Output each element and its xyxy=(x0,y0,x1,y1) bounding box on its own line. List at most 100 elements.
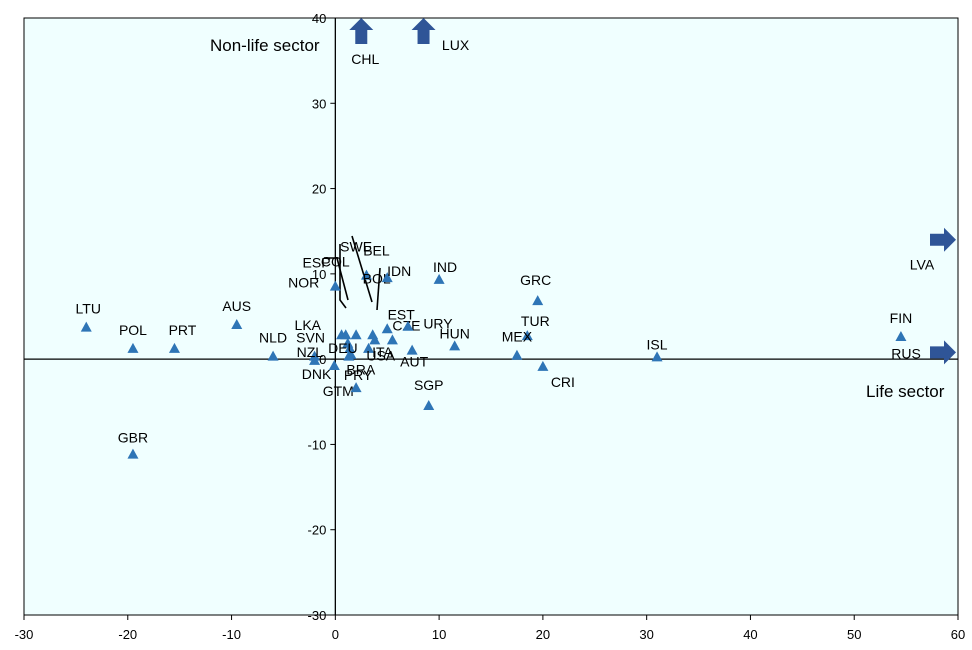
data-point-gbr xyxy=(127,448,139,459)
point-label-mex: MEX xyxy=(502,329,533,345)
y-tick-label: -20 xyxy=(308,523,327,538)
point-label-gtm: GTM xyxy=(323,383,354,399)
point-label-col: COL xyxy=(321,254,350,270)
point-label-gbr: GBR xyxy=(118,430,148,446)
leader-line xyxy=(324,257,349,301)
x-tick-label: 0 xyxy=(332,627,339,642)
point-label-cri: CRI xyxy=(551,374,575,390)
ticks: -30 -20 -10 0 10 20 30 40 50 60 40 30 20 10 0 -10 -20 -30 xyxy=(15,11,966,642)
point-label-esp: ESP xyxy=(303,254,331,270)
y-tick-label: 20 xyxy=(312,182,326,197)
data-point-nzl xyxy=(344,342,356,353)
y-axis-title: Non-life sector xyxy=(210,36,320,55)
y-tick-label: -10 xyxy=(308,437,327,452)
data-point-pol xyxy=(127,342,139,353)
off-scale-label-lux: LUX xyxy=(442,37,470,53)
x-tick-label: -20 xyxy=(118,627,137,642)
off-scale-arrow-rus xyxy=(930,340,956,365)
point-label-ltu: LTU xyxy=(76,301,101,317)
point-label-ita: ITA xyxy=(372,344,393,360)
data-point-cri xyxy=(537,360,549,371)
x-tick-label: 10 xyxy=(432,627,446,642)
data-point-isl xyxy=(651,351,663,362)
data-point-cze xyxy=(386,334,398,345)
data-point-aut xyxy=(406,344,418,355)
point-label-nld: NLD xyxy=(259,330,287,346)
off-scale-arrow-lva xyxy=(930,227,956,252)
point-label-fin: FIN xyxy=(890,310,913,326)
y-tick-label: 30 xyxy=(312,96,326,111)
data-point-grc xyxy=(532,295,544,306)
x-tick-label: 40 xyxy=(743,627,757,642)
data-point-ind xyxy=(433,273,445,284)
x-tick-label: -10 xyxy=(222,627,241,642)
off-scale-label-chl: CHL xyxy=(351,51,379,67)
leader-line xyxy=(351,235,373,303)
point-label-pry: PRY xyxy=(344,367,373,383)
point-label-sgp: SGP xyxy=(414,377,444,393)
leader-line xyxy=(376,267,381,311)
plot-area xyxy=(23,17,959,616)
data-point-ltu xyxy=(80,321,92,332)
data-point-ita xyxy=(363,342,375,353)
x-tick-label: 60 xyxy=(951,627,965,642)
y-tick-label: 10 xyxy=(312,267,326,282)
point-label-deu: DEU xyxy=(328,340,358,356)
y-tick-label: 0 xyxy=(319,352,326,367)
y-tick-label: -30 xyxy=(308,608,327,623)
point-label-aus: AUS xyxy=(222,298,251,314)
point-label-aut: AUT xyxy=(400,354,428,370)
point-label-svn: SVN xyxy=(296,330,325,346)
point-label-bra: BRA xyxy=(346,362,375,378)
data-point-hun xyxy=(449,340,461,351)
point-label-grc: GRC xyxy=(520,272,551,288)
point-label-bel: BEL xyxy=(363,243,390,259)
x-tick-label: 30 xyxy=(639,627,653,642)
x-tick-label: 20 xyxy=(536,627,550,642)
data-point-mex xyxy=(511,349,523,360)
x-tick-label: -30 xyxy=(15,627,34,642)
point-label-hun: HUN xyxy=(440,325,470,341)
data-point-aus xyxy=(231,319,243,330)
data-point-idn xyxy=(381,272,393,283)
point-label-idn: IDN xyxy=(387,263,411,279)
data-point-est xyxy=(381,323,393,334)
data-point-nld xyxy=(267,350,279,361)
point-label-ind: IND xyxy=(433,259,457,275)
point-label-prt: PRT xyxy=(169,322,197,338)
x-axis-title: Life sector xyxy=(866,382,945,401)
point-label-bol: BOL xyxy=(363,270,391,286)
axes xyxy=(24,18,958,615)
data-point-usa xyxy=(369,334,381,345)
data-point-bel xyxy=(360,269,372,280)
point-label-pol: POL xyxy=(119,322,147,338)
data-point-nor xyxy=(340,329,352,340)
data-point-bra xyxy=(343,350,355,361)
data-point-ury xyxy=(402,320,414,331)
off-scale-arrow-lux xyxy=(411,18,436,44)
point-label-swe: SWE xyxy=(340,238,372,254)
data-point-tur xyxy=(521,330,533,341)
point-label-dnk: DNK xyxy=(302,366,332,382)
point-label-usa: USA xyxy=(366,347,395,363)
point-label-tur: TUR xyxy=(521,313,550,329)
point-label-isl: ISL xyxy=(647,336,668,352)
data-point-swe xyxy=(350,329,362,340)
data-point-pry xyxy=(350,382,362,393)
off-scale-arrows: CHL LUX LVA RUS xyxy=(349,18,956,365)
data-point-dnk xyxy=(309,354,321,365)
data-point-sgp xyxy=(423,400,435,411)
data-point-prt xyxy=(168,342,180,353)
point-label-est: EST xyxy=(388,306,416,322)
point-label-nor: NOR xyxy=(288,274,319,290)
x-tick-label: 50 xyxy=(847,627,861,642)
off-scale-arrow-chl xyxy=(349,18,374,44)
data-point-col xyxy=(329,280,341,291)
leader-line xyxy=(339,244,347,309)
off-scale-label-rus: RUS xyxy=(891,345,921,361)
y-tick-label: 40 xyxy=(312,11,326,26)
off-scale-label-lva: LVA xyxy=(910,257,935,273)
data-point-fin xyxy=(895,330,907,341)
